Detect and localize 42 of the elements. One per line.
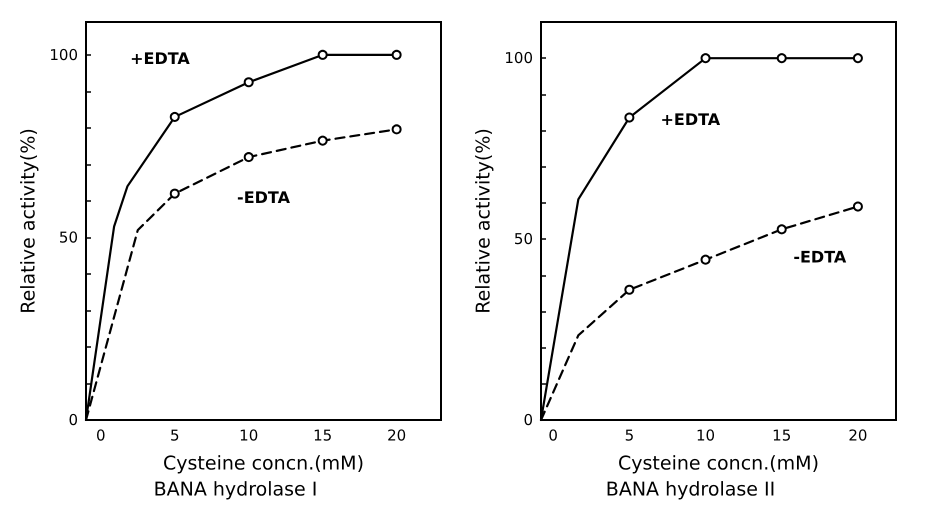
point: [318, 136, 328, 146]
y-tick-label: 100: [504, 49, 533, 68]
point: [244, 152, 254, 162]
point: [392, 124, 402, 134]
point: [170, 112, 180, 122]
point: [776, 224, 787, 234]
x-axis-title: Cysteine concn.(mM): [163, 452, 364, 474]
x-tick-label: 5: [170, 426, 180, 444]
x-tick-label: 10: [239, 426, 258, 444]
point: [624, 284, 634, 295]
series-label: +EDTA: [660, 110, 721, 130]
y-tick-label: 50: [58, 228, 78, 246]
x-tick-label: 0: [96, 426, 106, 444]
x-tick-label: 0: [548, 426, 558, 444]
point: [852, 53, 863, 64]
x-tick-label: 10: [696, 426, 716, 444]
point: [776, 53, 787, 64]
x-tick-label: 5: [624, 426, 634, 444]
y-tick-label: 0: [68, 411, 78, 429]
y-tick-label: 100: [49, 46, 78, 64]
y-axis-title: Relative activity(%): [472, 128, 494, 314]
text: BANA hydrolase I: [154, 478, 318, 500]
text: +EDTA: [130, 49, 190, 68]
y-tick-label: 0: [523, 411, 533, 429]
point: [244, 77, 254, 88]
series-label: -EDTA: [237, 188, 291, 207]
point: [852, 202, 863, 212]
x-tick-label: 15: [313, 426, 332, 444]
x-axis-title: Cysteine concn.(mM): [618, 452, 819, 474]
point: [170, 188, 180, 199]
series-label: -EDTA: [793, 248, 847, 267]
point: [624, 112, 634, 123]
point: [700, 254, 711, 265]
x-tick-label: 20: [848, 426, 868, 444]
point: [700, 53, 711, 64]
y-axis-title: Relative activity(%): [18, 128, 40, 314]
text: BANA hydrolase II: [606, 478, 776, 500]
point: [392, 50, 402, 60]
x-tick-label: 15: [772, 426, 792, 444]
x-tick-label: 20: [387, 426, 406, 444]
y-tick-label: 50: [514, 230, 533, 248]
point: [318, 50, 328, 60]
